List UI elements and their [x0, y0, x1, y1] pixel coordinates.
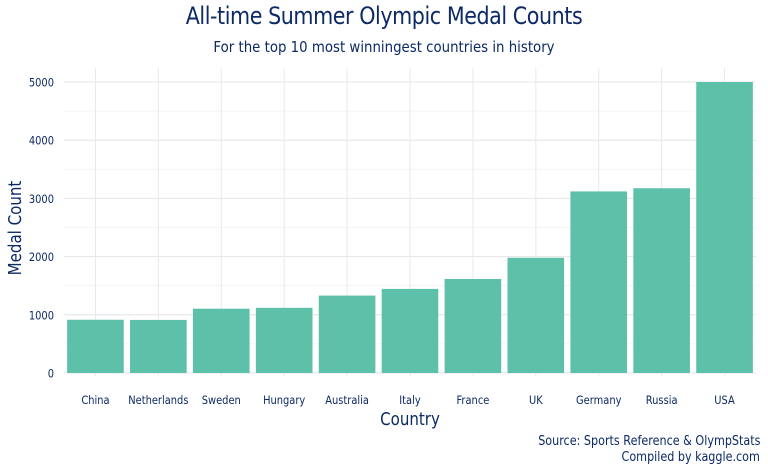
x-tick-label: France — [456, 393, 489, 407]
bar — [192, 308, 250, 373]
y-tick-label: 2000 — [29, 250, 54, 264]
source-caption: Source: Sports Reference & OlympStats — [537, 434, 760, 449]
x-tick-label: USA — [714, 393, 735, 407]
x-tick-label: UK — [529, 393, 544, 407]
y-tick-label: 3000 — [29, 192, 54, 206]
y-tick-label: 5000 — [29, 76, 54, 90]
y-axis-title: Medal Count — [5, 181, 25, 276]
bar — [570, 191, 628, 373]
x-tick-label: Russia — [646, 393, 678, 407]
bar — [318, 295, 376, 373]
bar — [67, 319, 124, 373]
bar — [255, 307, 313, 373]
y-tick-label: 1000 — [29, 309, 54, 323]
x-tick-label: Italy — [399, 393, 421, 407]
bar — [696, 82, 753, 373]
bar — [381, 288, 439, 373]
bar — [507, 257, 565, 373]
y-tick-label: 0 — [48, 367, 54, 381]
chart-subtitle: For the top 10 most winningest countries… — [213, 38, 555, 56]
bar — [130, 319, 187, 373]
x-axis-title: Country — [380, 409, 440, 429]
bar — [444, 279, 502, 373]
compiled-caption: Compiled by kaggle.com — [621, 450, 760, 465]
x-tick-label: China — [81, 393, 109, 407]
x-tick-label: Germany — [576, 393, 622, 407]
y-tick-label: 4000 — [29, 134, 54, 148]
bar — [633, 188, 690, 373]
x-tick-label: Netherlands — [128, 393, 189, 407]
x-tick-label: Hungary — [263, 393, 306, 407]
chart-title: All-time Summer Olympic Medal Counts — [185, 2, 583, 30]
x-tick-label: Australia — [325, 393, 369, 407]
x-tick-label: Sweden — [202, 393, 241, 407]
